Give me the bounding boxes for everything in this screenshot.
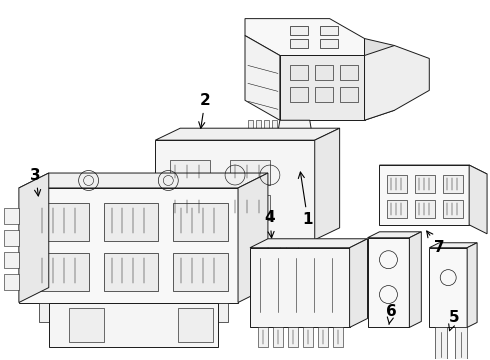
Polygon shape xyxy=(245,36,280,120)
Polygon shape xyxy=(4,230,19,246)
Polygon shape xyxy=(340,87,358,102)
Polygon shape xyxy=(230,160,270,185)
Polygon shape xyxy=(39,302,78,323)
Text: 1: 1 xyxy=(298,172,313,228)
Polygon shape xyxy=(232,240,244,255)
Polygon shape xyxy=(34,203,89,241)
Polygon shape xyxy=(49,302,218,347)
Polygon shape xyxy=(455,328,467,360)
Polygon shape xyxy=(173,203,228,241)
Polygon shape xyxy=(238,173,268,302)
Text: 4: 4 xyxy=(265,210,275,238)
Polygon shape xyxy=(275,120,315,185)
Polygon shape xyxy=(19,173,268,188)
Polygon shape xyxy=(155,140,315,240)
Polygon shape xyxy=(114,302,153,323)
Polygon shape xyxy=(19,173,49,302)
Polygon shape xyxy=(379,165,487,174)
Polygon shape xyxy=(155,128,340,140)
Polygon shape xyxy=(388,175,407,193)
Polygon shape xyxy=(264,120,269,130)
Polygon shape xyxy=(365,45,429,120)
Polygon shape xyxy=(178,307,213,342)
Polygon shape xyxy=(69,307,103,342)
Polygon shape xyxy=(409,232,421,328)
Polygon shape xyxy=(273,328,283,347)
Polygon shape xyxy=(290,26,308,35)
Polygon shape xyxy=(319,26,338,35)
Polygon shape xyxy=(443,175,463,193)
Polygon shape xyxy=(258,328,268,347)
Polygon shape xyxy=(315,128,340,240)
Polygon shape xyxy=(250,239,368,248)
Text: 3: 3 xyxy=(30,167,41,196)
Polygon shape xyxy=(315,87,333,102)
Text: 7: 7 xyxy=(427,231,444,255)
Polygon shape xyxy=(429,248,467,328)
Polygon shape xyxy=(268,240,280,255)
Polygon shape xyxy=(248,120,253,130)
Polygon shape xyxy=(340,66,358,80)
Polygon shape xyxy=(315,66,333,80)
Polygon shape xyxy=(160,240,172,255)
Polygon shape xyxy=(429,243,477,248)
Polygon shape xyxy=(250,248,349,328)
Polygon shape xyxy=(349,239,368,328)
Text: 5: 5 xyxy=(449,310,460,331)
Polygon shape xyxy=(388,200,407,218)
Polygon shape xyxy=(416,200,435,218)
Polygon shape xyxy=(173,253,228,291)
Polygon shape xyxy=(318,328,328,347)
Polygon shape xyxy=(435,328,447,360)
Polygon shape xyxy=(256,120,261,130)
Polygon shape xyxy=(4,252,19,268)
Text: 6: 6 xyxy=(386,304,397,324)
Polygon shape xyxy=(103,203,158,241)
Polygon shape xyxy=(171,195,210,220)
Polygon shape xyxy=(290,66,308,80)
Polygon shape xyxy=(178,240,190,255)
Polygon shape xyxy=(214,240,226,255)
Polygon shape xyxy=(333,328,343,347)
Polygon shape xyxy=(4,274,19,289)
Polygon shape xyxy=(368,232,421,238)
Polygon shape xyxy=(34,253,89,291)
Polygon shape xyxy=(303,328,313,347)
Polygon shape xyxy=(272,120,277,130)
Polygon shape xyxy=(230,195,270,220)
Polygon shape xyxy=(379,165,469,225)
Polygon shape xyxy=(245,19,365,55)
Polygon shape xyxy=(103,253,158,291)
Polygon shape xyxy=(286,240,298,255)
Polygon shape xyxy=(290,39,308,48)
Polygon shape xyxy=(416,175,435,193)
Polygon shape xyxy=(188,302,228,323)
Polygon shape xyxy=(469,165,487,234)
Polygon shape xyxy=(250,240,262,255)
Polygon shape xyxy=(290,87,308,102)
Polygon shape xyxy=(280,55,365,120)
Polygon shape xyxy=(171,160,210,185)
Polygon shape xyxy=(319,39,338,48)
Polygon shape xyxy=(196,240,208,255)
Polygon shape xyxy=(368,238,409,328)
Polygon shape xyxy=(365,39,394,120)
Polygon shape xyxy=(288,328,298,347)
Polygon shape xyxy=(19,188,238,302)
Polygon shape xyxy=(467,243,477,328)
Text: 2: 2 xyxy=(199,93,211,128)
Polygon shape xyxy=(4,208,19,224)
Polygon shape xyxy=(443,200,463,218)
